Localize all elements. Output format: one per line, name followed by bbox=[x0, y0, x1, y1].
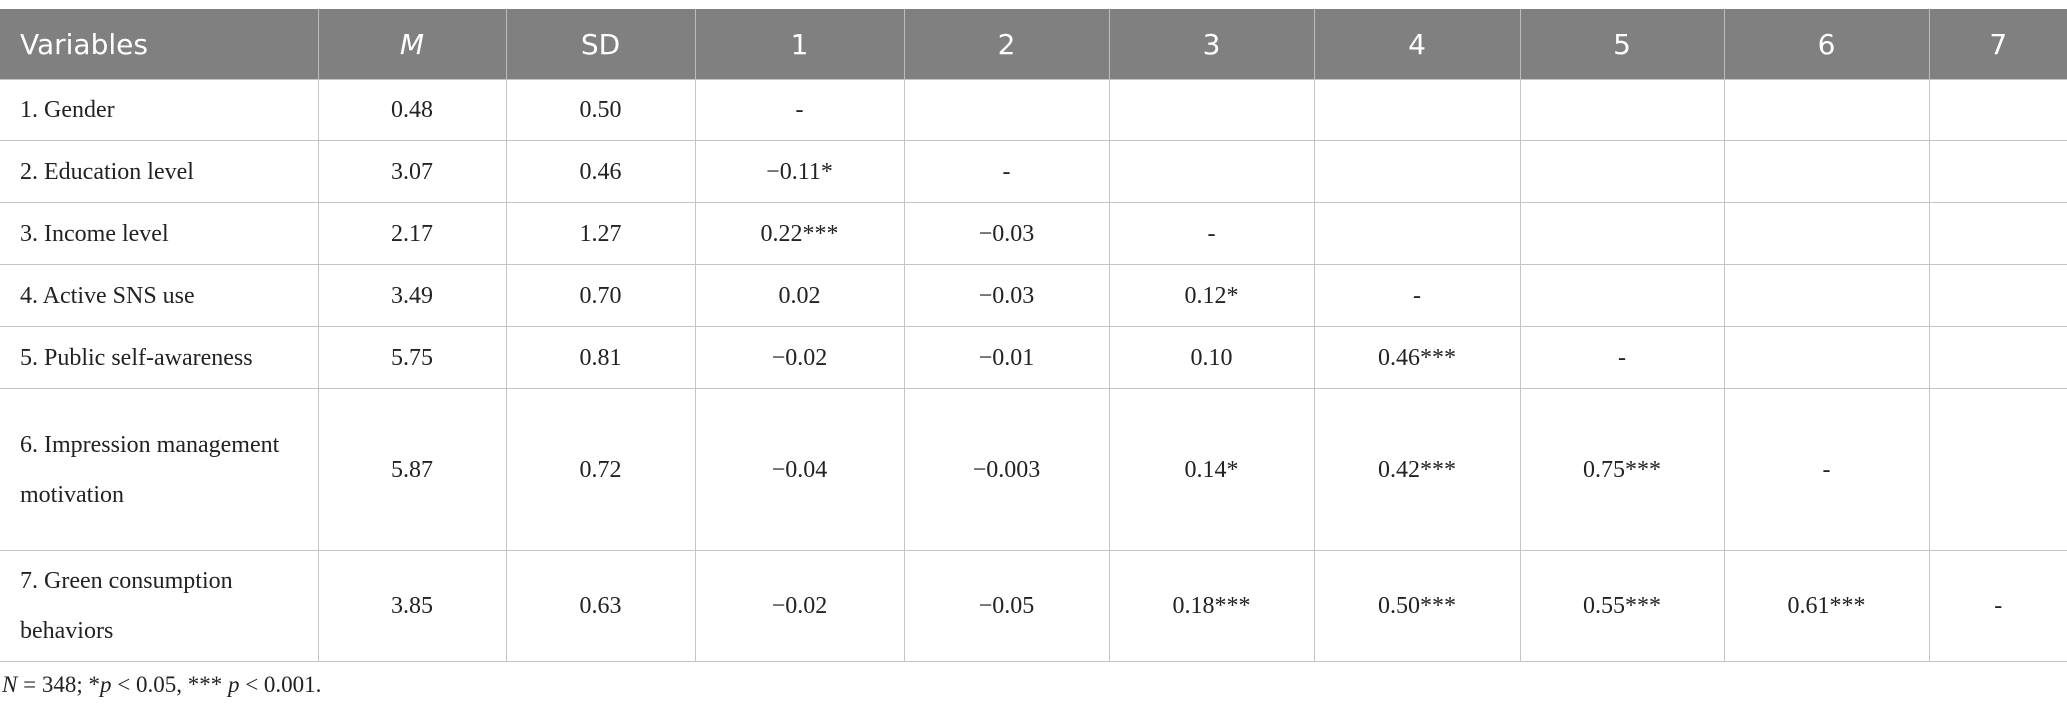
empty-cell bbox=[1928, 140, 2067, 203]
note-part: < 0.001. bbox=[239, 672, 322, 697]
row-label: 7. Green consumption behaviors bbox=[0, 550, 319, 662]
header-cell: 5 bbox=[1519, 9, 1724, 80]
table-row: 4. Active SNS use 3.49 0.70 0.02 −0.03 0.12* - bbox=[0, 264, 2067, 327]
cell: 0.81 bbox=[505, 326, 696, 389]
cell: 3.85 bbox=[317, 550, 507, 662]
cell: 0.75*** bbox=[1519, 388, 1725, 551]
row-label: 5. Public self-awareness bbox=[0, 326, 319, 389]
row-label: 1. Gender bbox=[0, 79, 319, 141]
cell: 1.27 bbox=[505, 202, 696, 265]
row-label: 6. Impression management motivation bbox=[0, 388, 319, 551]
row-label: 4. Active SNS use bbox=[0, 264, 319, 327]
cell: - bbox=[903, 140, 1110, 203]
header-cell: SD bbox=[505, 9, 695, 80]
header-cell: 1 bbox=[694, 9, 904, 80]
cell: 2.17 bbox=[317, 202, 507, 265]
empty-cell bbox=[1519, 79, 1725, 141]
cell: −0.003 bbox=[903, 388, 1110, 551]
row-label: 2. Education level bbox=[0, 140, 319, 203]
empty-cell bbox=[1313, 79, 1521, 141]
cell: - bbox=[1928, 550, 2067, 662]
empty-cell bbox=[1519, 140, 1725, 203]
cell: 0.14* bbox=[1108, 388, 1315, 551]
cell: 0.50 bbox=[505, 79, 696, 141]
note-part: N bbox=[2, 672, 18, 697]
cell: 3.07 bbox=[317, 140, 507, 203]
table-note: N = 348; *p < 0.05, *** p < 0.001. bbox=[2, 672, 321, 698]
cell: 5.87 bbox=[317, 388, 507, 551]
cell: −0.02 bbox=[694, 550, 905, 662]
cell: −0.02 bbox=[694, 326, 905, 389]
table-row: 1. Gender 0.48 0.50- bbox=[0, 79, 2067, 141]
header-cell: 6 bbox=[1723, 9, 1929, 80]
note-part: = 348; * bbox=[17, 672, 100, 697]
cell: −0.01 bbox=[903, 326, 1110, 389]
cell: 5.75 bbox=[317, 326, 507, 389]
empty-cell bbox=[1519, 264, 1725, 327]
empty-cell bbox=[1928, 264, 2067, 327]
empty-cell bbox=[1313, 202, 1521, 265]
cell: 0.48 bbox=[317, 79, 507, 141]
cell: - bbox=[1313, 264, 1521, 327]
correlation-table: Variables M SD 1 2 3 4 5 6 7 1. Gender 0.48 0.50-2.… bbox=[0, 9, 2067, 662]
table-row: 3. Income level 2.17 1.27 0.22*** −0.03- bbox=[0, 202, 2067, 265]
cell: 0.70 bbox=[505, 264, 696, 327]
cell: 0.46 bbox=[505, 140, 696, 203]
cell: −0.03 bbox=[903, 264, 1110, 327]
cell: 0.72 bbox=[505, 388, 696, 551]
cell: 3.49 bbox=[317, 264, 507, 327]
cell: 0.55*** bbox=[1519, 550, 1725, 662]
cell: 0.46*** bbox=[1313, 326, 1521, 389]
table-row: 2. Education level 3.07 0.46 −0.11* - bbox=[0, 140, 2067, 203]
empty-cell bbox=[1723, 264, 1930, 327]
table-row: 6. Impression management motivation 5.87 0… bbox=[0, 388, 2067, 551]
empty-cell bbox=[1108, 79, 1315, 141]
cell: 0.42*** bbox=[1313, 388, 1521, 551]
cell: 0.10 bbox=[1108, 326, 1315, 389]
cell: 0.12* bbox=[1108, 264, 1315, 327]
cell: - bbox=[694, 79, 905, 141]
header-cell: 7 bbox=[1928, 9, 2067, 80]
empty-cell bbox=[1723, 140, 1930, 203]
cell: −0.11* bbox=[694, 140, 905, 203]
header-cell: Variables bbox=[0, 9, 318, 80]
empty-cell bbox=[1723, 202, 1930, 265]
cell: −0.04 bbox=[694, 388, 905, 551]
cell: - bbox=[1108, 202, 1315, 265]
empty-cell bbox=[1928, 326, 2067, 389]
cell: 0.02 bbox=[694, 264, 905, 327]
table-body: 1. Gender 0.48 0.50-2. Education level 3.07… bbox=[0, 79, 2067, 662]
cell: −0.05 bbox=[903, 550, 1110, 662]
cell: 0.61*** bbox=[1723, 550, 1930, 662]
table-row: 7. Green consumption behaviors 3.85 0.63 −0… bbox=[0, 550, 2067, 662]
empty-cell bbox=[1928, 79, 2067, 141]
cell: - bbox=[1723, 388, 1930, 551]
row-label: 3. Income level bbox=[0, 202, 319, 265]
cell: −0.03 bbox=[903, 202, 1110, 265]
note-part: p bbox=[227, 672, 240, 697]
note-part: < 0.05, *** bbox=[111, 672, 228, 697]
cell: 0.63 bbox=[505, 550, 696, 662]
header-cell: 2 bbox=[903, 9, 1109, 80]
empty-cell bbox=[903, 79, 1110, 141]
empty-cell bbox=[1928, 388, 2067, 551]
header-cell: 3 bbox=[1108, 9, 1314, 80]
header-cell: M bbox=[317, 9, 506, 80]
header-row: Variables M SD 1 2 3 4 5 6 7 bbox=[0, 9, 2067, 80]
cell: 0.50*** bbox=[1313, 550, 1521, 662]
empty-cell bbox=[1723, 326, 1930, 389]
empty-cell bbox=[1108, 140, 1315, 203]
table-row: 5. Public self-awareness 5.75 0.81 −0.02 −0.… bbox=[0, 326, 2067, 389]
empty-cell bbox=[1723, 79, 1930, 141]
cell: 0.18*** bbox=[1108, 550, 1315, 662]
cell: - bbox=[1519, 326, 1725, 389]
cell: 0.22*** bbox=[694, 202, 905, 265]
note-part: p bbox=[99, 672, 112, 697]
header-cell: 4 bbox=[1313, 9, 1520, 80]
empty-cell bbox=[1519, 202, 1725, 265]
empty-cell bbox=[1313, 140, 1521, 203]
empty-cell bbox=[1928, 202, 2067, 265]
